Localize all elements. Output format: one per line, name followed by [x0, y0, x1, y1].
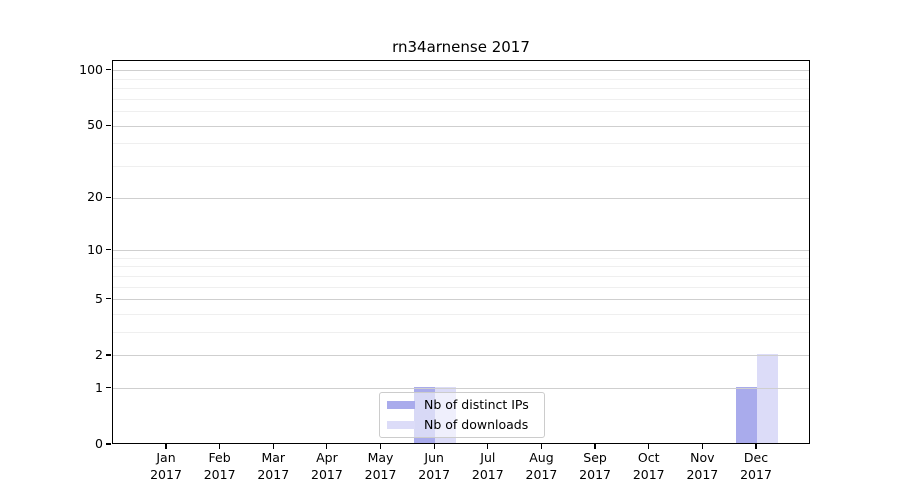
minor-gridline: [113, 314, 809, 315]
x-tick-label: Apr 2017: [295, 449, 359, 483]
minor-gridline: [113, 275, 809, 277]
x-tick-month: May: [367, 450, 394, 465]
x-tick-year: 2017: [203, 467, 236, 482]
major-gridline: [113, 355, 809, 357]
minor-gridline: [113, 98, 809, 100]
x-tick-label: Jul 2017: [456, 449, 520, 483]
major-gridline: [113, 125, 809, 127]
minor-gridline: [113, 166, 809, 168]
x-tick-label: Jun 2017: [402, 449, 466, 483]
x-tick-year: 2017: [257, 467, 290, 482]
y-tick-mark: [106, 69, 111, 71]
minor-gridline: [113, 332, 809, 334]
legend-row-downloads: Nb of downloads: [387, 417, 544, 433]
y-tick-label: 0: [95, 436, 103, 451]
x-tick-mark: [648, 444, 650, 449]
y-tick-label: 1: [95, 379, 103, 395]
legend-swatch-downloads: [387, 421, 415, 429]
x-tick-mark: [755, 444, 757, 449]
x-tick-year: 2017: [418, 467, 451, 482]
x-tick-month: Apr: [316, 450, 338, 465]
x-tick-year: 2017: [686, 467, 719, 482]
x-tick-mark: [326, 444, 328, 449]
x-tick-mark: [487, 444, 489, 449]
x-tick-month: Jun: [424, 450, 444, 465]
y-tick-mark: [106, 443, 111, 445]
x-tick-month: Oct: [637, 450, 660, 465]
x-tick-year: 2017: [364, 467, 397, 482]
x-tick-mark: [540, 444, 543, 449]
x-tick-label: Sep 2017: [563, 449, 627, 483]
y-tick-mark: [106, 248, 111, 251]
x-tick-month: Feb: [208, 450, 231, 465]
legend-swatch-distinct-ips: [387, 401, 415, 409]
x-tick-mark: [379, 444, 382, 449]
x-tick-label: Jan 2017: [134, 449, 198, 483]
x-tick-label: Feb 2017: [188, 449, 252, 483]
x-tick-year: 2017: [632, 467, 665, 482]
y-tick-label: 10: [87, 241, 103, 257]
x-tick-year: 2017: [150, 467, 182, 482]
legend-label-distinct-ips: Nb of distinct IPs: [424, 397, 529, 412]
x-tick-label: May 2017: [349, 449, 413, 483]
x-tick-mark: [165, 444, 167, 449]
legend-row-distinct-ips: Nb of distinct IPs: [387, 397, 544, 413]
y-tick-label: 50: [87, 117, 103, 133]
minor-gridline: [113, 266, 809, 268]
plot-area: Nb of distinct IPs Nb of downloads: [112, 60, 810, 444]
y-tick-label: 5: [95, 290, 103, 306]
minor-gridline: [113, 257, 809, 259]
x-tick-month: Nov: [690, 450, 715, 465]
chart-title: rn34arnense 2017: [392, 38, 530, 56]
x-tick-month: Jul: [480, 450, 496, 465]
y-tick-label: 20: [87, 189, 103, 205]
y-tick-mark: [106, 196, 111, 198]
y-tick-mark: [106, 354, 111, 356]
minor-gridline: [113, 111, 809, 113]
major-gridline: [113, 299, 809, 301]
x-tick-year: 2017: [311, 467, 343, 482]
y-tick-label: 2: [95, 346, 103, 362]
x-tick-month: Mar: [261, 450, 286, 465]
major-gridline: [113, 250, 809, 252]
y-tick-mark: [106, 124, 111, 126]
x-tick-label: Oct 2017: [617, 449, 681, 483]
legend: Nb of distinct IPs Nb of downloads: [379, 392, 545, 438]
minor-gridline: [113, 286, 809, 288]
major-gridline: [113, 70, 809, 72]
x-tick-mark: [219, 444, 221, 449]
x-tick-year: 2017: [471, 467, 504, 482]
x-tick-month: Sep: [583, 450, 607, 465]
minor-gridline: [113, 78, 809, 80]
x-tick-mark: [701, 444, 703, 449]
minor-gridline: [113, 88, 809, 90]
bar-downloads: [757, 353, 778, 443]
major-gridline: [113, 388, 809, 390]
legend-label-downloads: Nb of downloads: [424, 417, 529, 432]
minor-gridline: [113, 143, 809, 145]
x-tick-mark: [594, 444, 596, 449]
x-tick-month: Dec: [743, 450, 769, 465]
x-tick-month: Aug: [529, 450, 554, 465]
y-tick-mark: [106, 387, 111, 389]
x-tick-year: 2017: [525, 467, 558, 482]
x-tick-month: Jan: [156, 450, 176, 465]
x-tick-label: Nov 2017: [670, 449, 734, 483]
major-gridline: [113, 197, 809, 199]
x-tick-mark: [433, 444, 435, 449]
bar-distinct-ips: [736, 386, 757, 443]
x-tick-year: 2017: [579, 467, 611, 482]
y-tick-label: 100: [79, 61, 103, 77]
x-tick-year: 2017: [740, 467, 772, 482]
y-tick-mark: [106, 298, 111, 300]
x-tick-mark: [272, 444, 274, 449]
x-tick-label: Aug 2017: [509, 449, 573, 483]
x-tick-label: Dec 2017: [724, 449, 788, 483]
x-tick-label: Mar 2017: [241, 449, 305, 483]
